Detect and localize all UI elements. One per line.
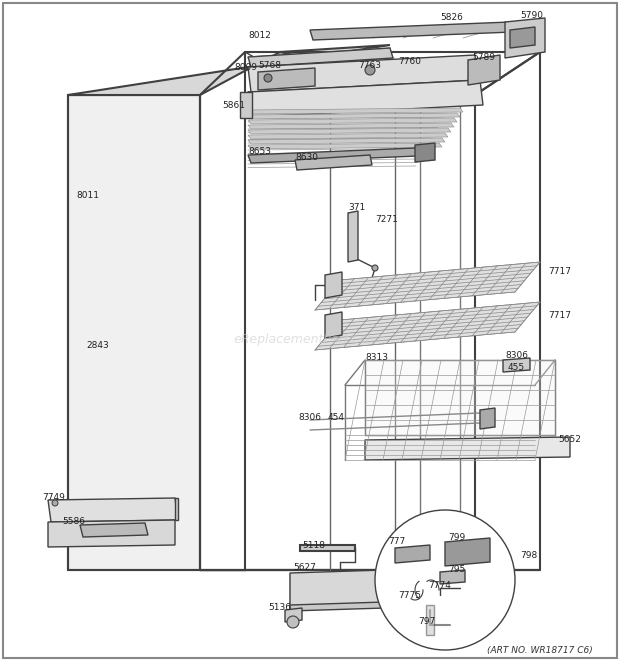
Text: 7717: 7717: [548, 311, 571, 319]
Text: 8630: 8630: [295, 153, 318, 163]
Text: 8306: 8306: [298, 414, 321, 422]
Text: 7775: 7775: [398, 590, 421, 600]
Polygon shape: [48, 520, 175, 547]
Polygon shape: [315, 262, 540, 310]
Text: 7760: 7760: [398, 58, 421, 67]
Polygon shape: [248, 133, 448, 139]
Polygon shape: [248, 55, 478, 92]
Text: eReplacementParts.com: eReplacementParts.com: [234, 334, 386, 346]
Polygon shape: [348, 211, 358, 262]
Polygon shape: [68, 45, 390, 95]
Circle shape: [365, 65, 375, 75]
Polygon shape: [295, 155, 372, 170]
Polygon shape: [248, 143, 442, 149]
Polygon shape: [510, 27, 535, 48]
Text: 8011: 8011: [76, 190, 99, 200]
Text: 799: 799: [448, 533, 465, 541]
Polygon shape: [325, 312, 342, 338]
Polygon shape: [480, 408, 495, 429]
Polygon shape: [248, 138, 445, 144]
Text: 8653: 8653: [248, 147, 271, 157]
Text: 2843: 2843: [86, 340, 108, 350]
Text: 454: 454: [328, 414, 345, 422]
Polygon shape: [365, 360, 555, 435]
Polygon shape: [290, 570, 385, 608]
Polygon shape: [315, 302, 540, 350]
Polygon shape: [175, 498, 178, 520]
Text: 5136: 5136: [268, 603, 291, 613]
Polygon shape: [248, 118, 457, 124]
Text: 5627: 5627: [293, 563, 316, 572]
Text: 5118: 5118: [302, 541, 325, 549]
Text: 7763: 7763: [358, 61, 381, 69]
Circle shape: [52, 500, 58, 506]
Polygon shape: [48, 498, 178, 522]
Polygon shape: [285, 608, 302, 622]
Text: 797: 797: [418, 617, 435, 627]
Polygon shape: [300, 545, 355, 551]
Polygon shape: [325, 272, 342, 298]
Polygon shape: [248, 123, 454, 129]
Polygon shape: [503, 358, 530, 372]
Polygon shape: [426, 605, 434, 635]
Polygon shape: [468, 55, 500, 85]
Polygon shape: [395, 545, 430, 563]
Text: 5652: 5652: [558, 436, 581, 444]
Polygon shape: [248, 128, 451, 134]
Text: 8313: 8313: [365, 354, 388, 362]
Polygon shape: [248, 80, 483, 117]
Text: 371: 371: [348, 204, 365, 212]
Text: 8009: 8009: [234, 63, 257, 73]
Text: (ART NO. WR18717 C6): (ART NO. WR18717 C6): [487, 646, 593, 654]
Polygon shape: [290, 602, 385, 611]
Polygon shape: [505, 18, 545, 58]
Text: 777: 777: [388, 537, 405, 547]
Text: 5861: 5861: [222, 100, 245, 110]
Polygon shape: [440, 570, 465, 584]
Polygon shape: [248, 148, 418, 163]
Text: 7774: 7774: [428, 580, 451, 590]
Polygon shape: [258, 68, 315, 90]
Polygon shape: [475, 52, 540, 95]
Text: 7717: 7717: [548, 268, 571, 276]
Text: 7271: 7271: [375, 215, 398, 225]
Circle shape: [372, 265, 378, 271]
Text: 5789: 5789: [472, 52, 495, 61]
Text: 5586: 5586: [62, 518, 85, 527]
Polygon shape: [68, 95, 200, 570]
Polygon shape: [240, 92, 252, 118]
Text: 798: 798: [520, 551, 538, 559]
Text: 7749: 7749: [42, 494, 65, 502]
Circle shape: [375, 510, 515, 650]
Circle shape: [287, 616, 299, 628]
Polygon shape: [248, 108, 463, 114]
Text: 5826: 5826: [440, 13, 463, 22]
Polygon shape: [80, 523, 148, 537]
Text: 8306: 8306: [505, 350, 528, 360]
Polygon shape: [248, 48, 393, 67]
Circle shape: [264, 74, 272, 82]
Polygon shape: [445, 538, 490, 566]
Text: 5768: 5768: [258, 61, 281, 69]
Polygon shape: [365, 437, 570, 460]
Text: 455: 455: [508, 364, 525, 373]
Polygon shape: [248, 113, 460, 119]
Text: 5790: 5790: [520, 11, 543, 20]
Polygon shape: [415, 143, 435, 162]
Polygon shape: [310, 22, 513, 40]
Text: 795: 795: [448, 566, 465, 574]
Text: 8012: 8012: [248, 32, 271, 40]
